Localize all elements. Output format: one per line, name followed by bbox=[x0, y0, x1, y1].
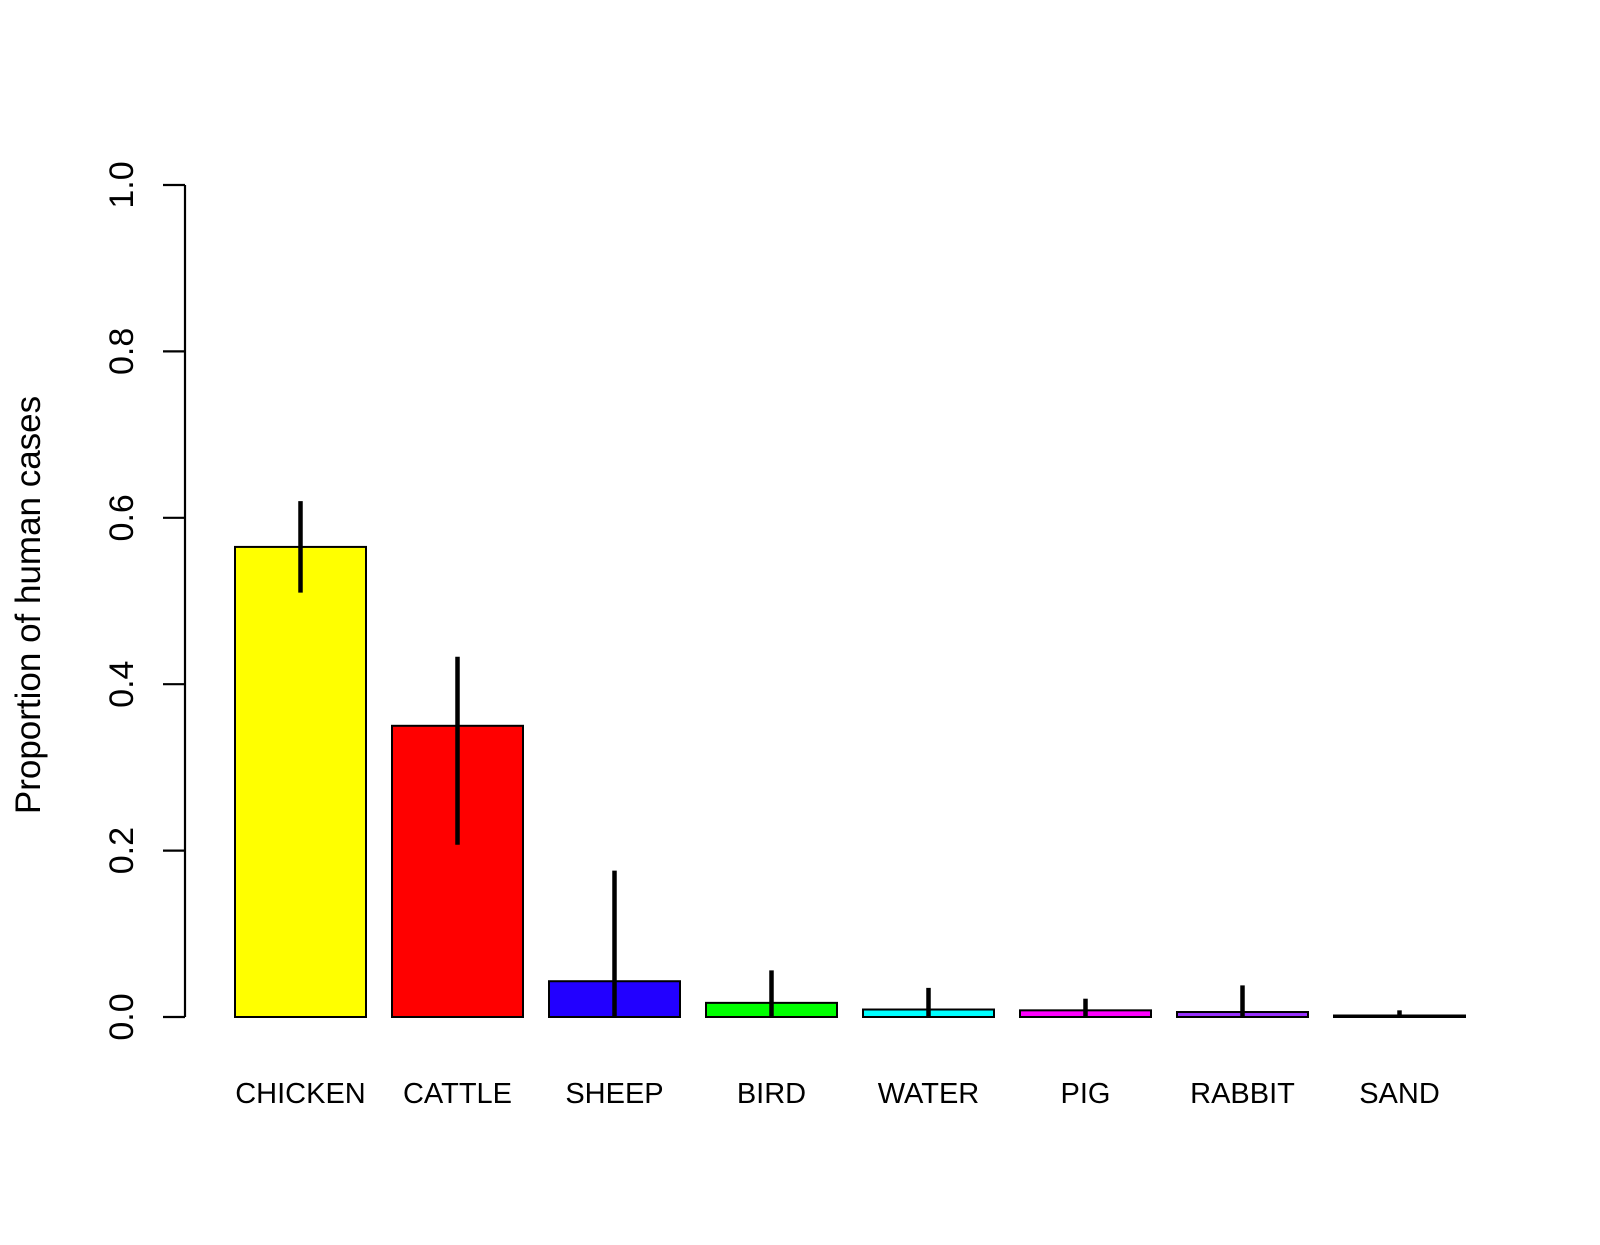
y-tick-label: 0.0 bbox=[103, 993, 141, 1040]
x-category-label: WATER bbox=[878, 1078, 980, 1110]
x-category-label: PIG bbox=[1061, 1078, 1111, 1110]
error-bars-group bbox=[298, 501, 1402, 1017]
x-category-label: BIRD bbox=[737, 1078, 806, 1110]
bars-group bbox=[234, 545, 1466, 1019]
x-labels-group: CHICKEN CATTLE SHEEP BIRD WATER PIG RABBIT SAND bbox=[235, 1078, 1440, 1110]
x-category-label: SHEEP bbox=[565, 1078, 663, 1110]
y-tick-label: 0.6 bbox=[103, 494, 141, 541]
y-tick-label: 0.8 bbox=[103, 328, 141, 375]
y-axis: 0.0 0.2 0.4 0.6 0.8 1.0 bbox=[103, 161, 187, 1041]
x-category-label: CHICKEN bbox=[235, 1078, 366, 1110]
bar-chicken bbox=[234, 545, 367, 1018]
y-tick-label: 0.2 bbox=[103, 827, 141, 874]
y-tick-label: 1.0 bbox=[103, 161, 141, 208]
x-category-label: SAND bbox=[1359, 1078, 1440, 1110]
x-category-label: CATTLE bbox=[403, 1078, 512, 1110]
y-tick-label: 0.4 bbox=[103, 661, 141, 708]
y-axis-title: Proportion of human cases bbox=[9, 396, 48, 814]
x-category-label: RABBIT bbox=[1190, 1078, 1295, 1110]
